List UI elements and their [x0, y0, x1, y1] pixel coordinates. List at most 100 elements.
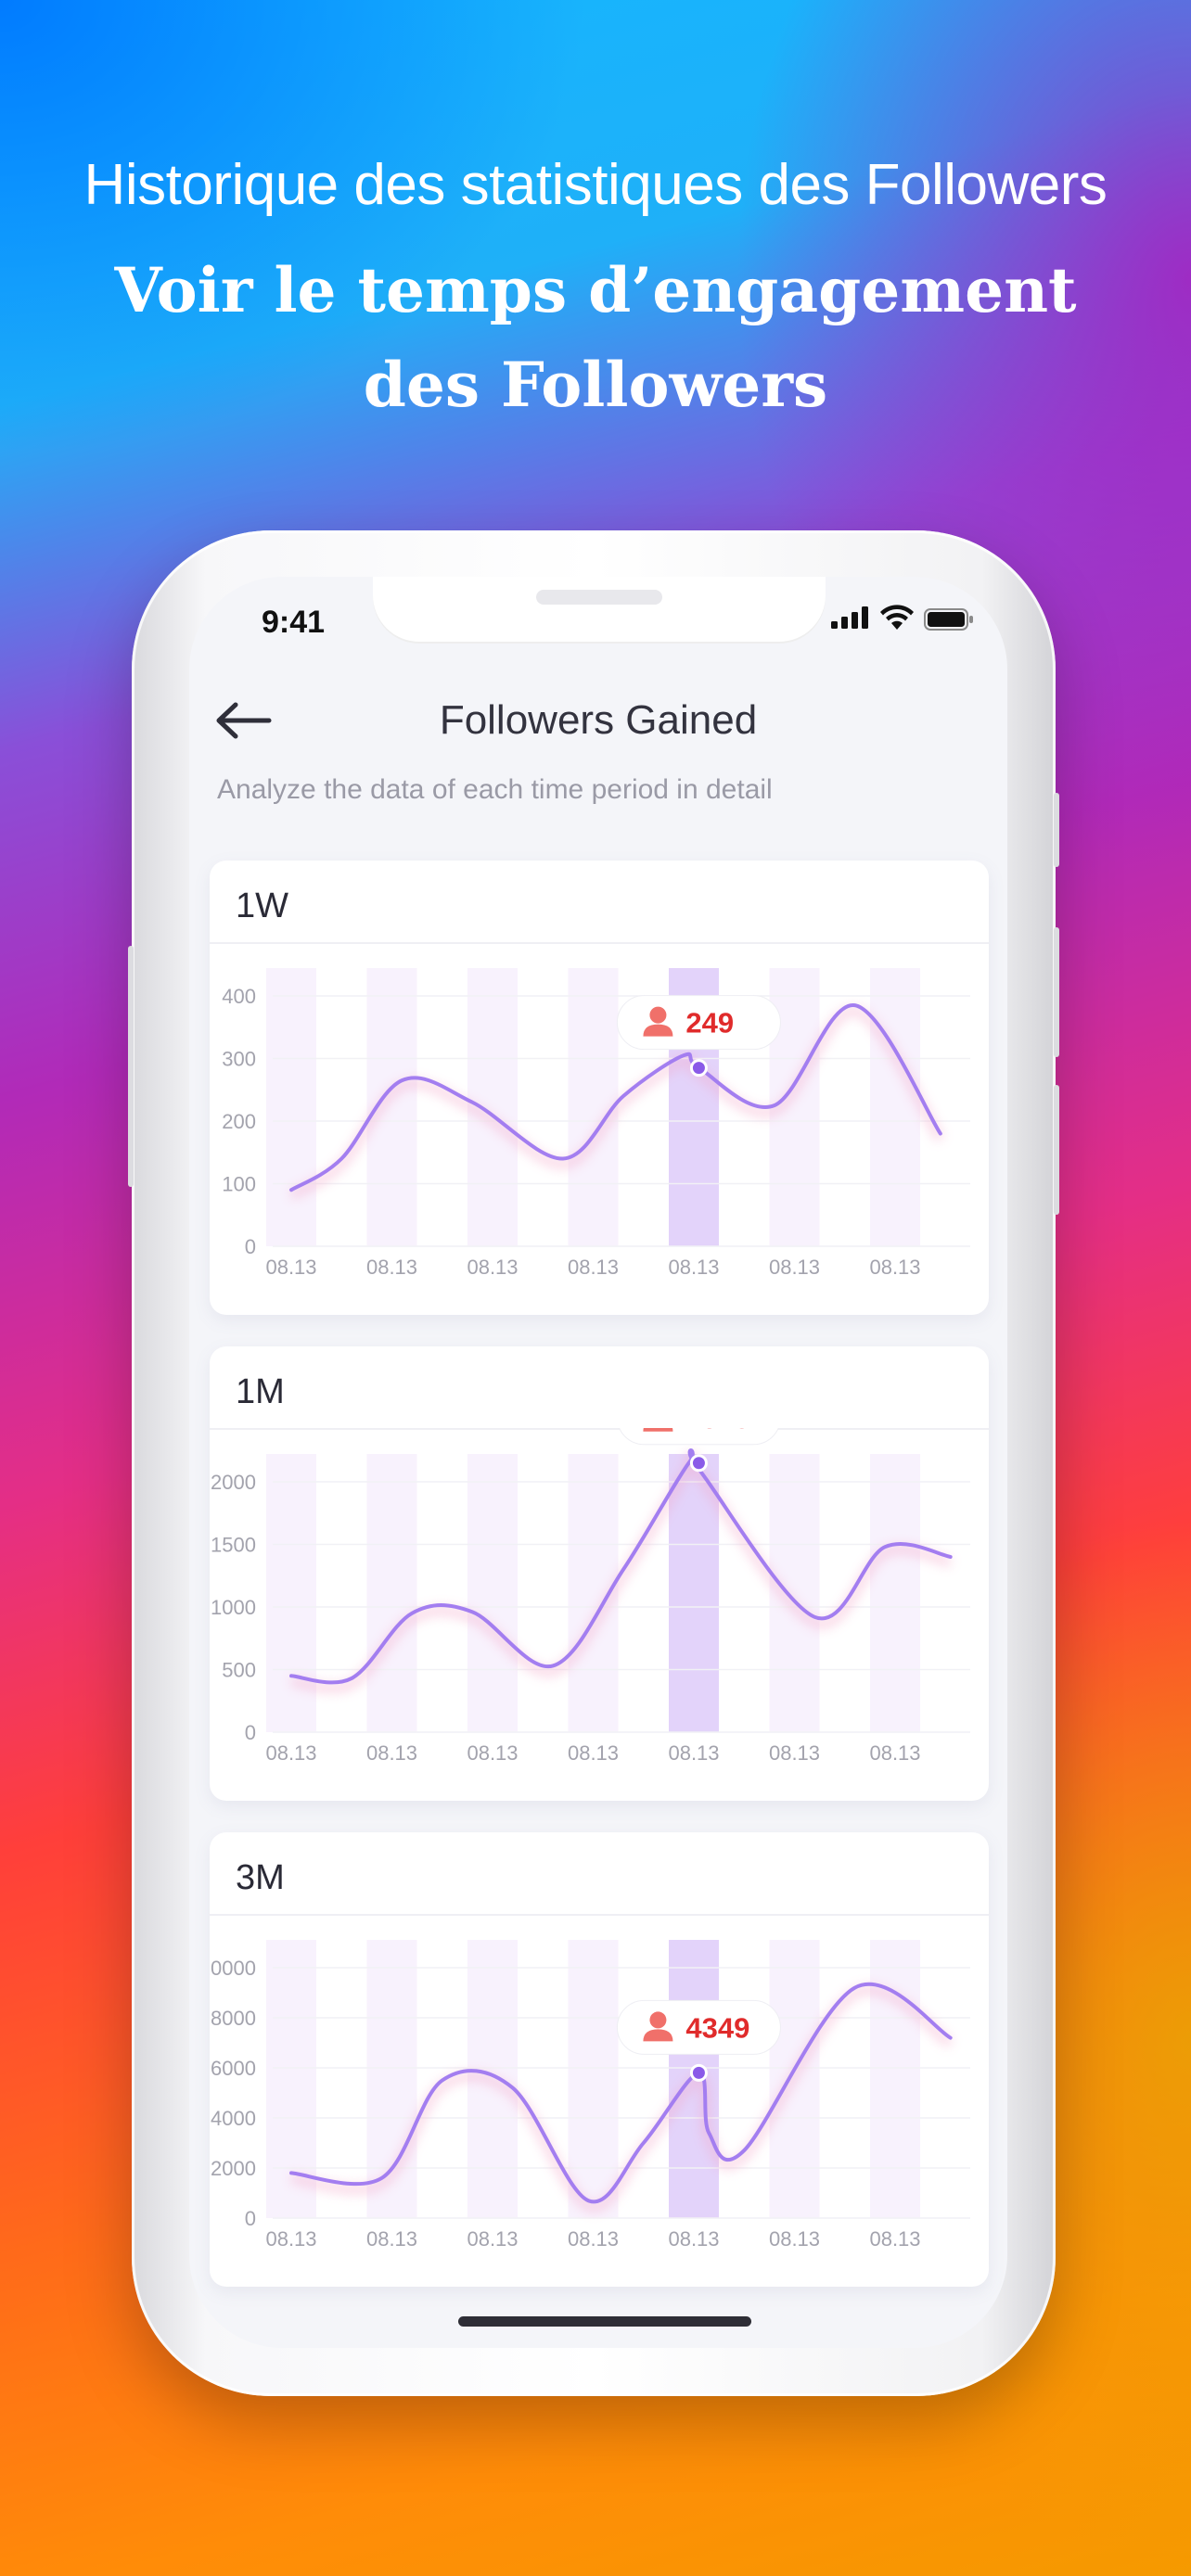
phone-side-button-right-2	[1054, 927, 1059, 1057]
y-tick-label: 0	[245, 1721, 256, 1744]
data-point-highlight	[689, 1454, 708, 1473]
y-tick-label: 300	[222, 1048, 256, 1071]
headline-bold: Voir le temps d’engagement des Followers	[0, 243, 1191, 432]
phone-notch	[373, 577, 826, 642]
badge-value: 2518	[685, 1428, 749, 1435]
chart-title: 1M	[236, 1372, 285, 1411]
x-tick-label: 08.13	[265, 2227, 316, 2251]
chart-bar	[266, 968, 316, 1246]
badge-background	[619, 1428, 779, 1446]
status-time: 9:41	[262, 605, 326, 640]
card-divider	[210, 942, 989, 944]
chart-1m: 0 500 1000 1500 2000 08.13 08.13 08.13 08.13 08.1…	[211, 1428, 970, 1765]
chart-bar-highlighted	[669, 1454, 719, 1732]
x-tick-label: 08.13	[366, 1741, 417, 1765]
chart-bar	[568, 968, 619, 1246]
y-tick-label: 10000	[210, 1957, 256, 1980]
chart-bar	[870, 968, 920, 1246]
chart-bar	[568, 1940, 619, 2218]
series-line-shadow	[290, 1984, 954, 2213]
cellular-signal-icon	[831, 606, 868, 629]
status-bar: 9:41	[189, 577, 1007, 642]
y-tick-label: 0	[245, 1235, 256, 1258]
badge-value: 4349	[685, 2011, 749, 2044]
wifi-icon	[880, 605, 914, 630]
page-subtitle: Analyze the data of each time period in …	[217, 774, 773, 805]
data-point-highlight	[689, 2063, 708, 2082]
x-tick-label: 08.13	[769, 1256, 820, 1279]
chart-1w: 0 100 200 300 400 08.13 08.13 08.13 08.13 08.13 08…	[222, 968, 970, 1279]
chart-card-1w: 1W 0 100 200 300 400 08.13 08.13 08.13 08.13 08.1…	[210, 861, 989, 1315]
data-point-highlight	[689, 1059, 708, 1078]
x-tick-label: 08.13	[568, 1256, 619, 1279]
person-icon-body	[643, 1024, 673, 1037]
person-icon-head	[649, 1006, 667, 1024]
y-tick-label: 4000	[211, 2107, 256, 2130]
person-icon-body	[643, 2029, 673, 2042]
person-icon-body	[643, 1428, 673, 1432]
back-arrow-icon[interactable]	[211, 697, 276, 744]
x-tick-label: 08.13	[265, 1256, 316, 1279]
x-tick-label: 08.13	[568, 1741, 619, 1765]
x-tick-label: 08.13	[568, 2227, 619, 2251]
x-tick-label: 08.13	[467, 1256, 518, 1279]
y-tick-label: 2000	[211, 1471, 256, 1494]
x-tick-label: 08.13	[668, 2227, 719, 2251]
x-tick-label: 08.13	[769, 1741, 820, 1765]
series-line	[289, 1447, 953, 1685]
value-badge: 2518	[619, 1428, 779, 1446]
chart-3m: 0 2000 4000 6000 8000 10000 08.13 08.13 08.13 08.…	[210, 1940, 970, 2251]
phone-side-button-right-3	[1054, 1085, 1059, 1215]
y-tick-label: 6000	[211, 2057, 256, 2080]
y-tick-label: 1500	[211, 1534, 256, 1557]
x-tick-label: 08.13	[265, 1741, 316, 1765]
headline-line-1: Historique des statistiques des Follower…	[83, 153, 1108, 217]
phone-side-button-left	[128, 946, 134, 1187]
value-badge: 4349	[616, 1999, 781, 2055]
x-tick-label: 08.13	[869, 1741, 920, 1765]
x-tick-label: 08.13	[366, 2227, 417, 2251]
y-tick-label: 500	[222, 1659, 256, 1682]
chart-bar	[266, 1454, 316, 1732]
x-tick-label: 08.13	[467, 1741, 518, 1765]
x-tick-label: 08.13	[769, 2227, 820, 2251]
card-divider	[210, 1428, 989, 1430]
series-line-shadow	[290, 1450, 952, 1693]
chart-bar	[870, 1454, 920, 1732]
chart-bar	[467, 1454, 518, 1732]
y-tick-label: 8000	[211, 2007, 256, 2030]
value-badge: 249	[616, 995, 781, 1051]
home-indicator[interactable]	[458, 2316, 751, 2327]
headline-line-2: Voir le temps d’engagement	[114, 254, 1077, 326]
y-tick-label: 1000	[211, 1596, 256, 1619]
y-tick-label: 100	[222, 1173, 256, 1196]
card-divider	[210, 1914, 989, 1916]
chart-card-1m: 1M 0 500 1000 1500 2000 08.13 08.13 08.13 08.13 0…	[210, 1346, 989, 1801]
series-line	[289, 1003, 942, 1192]
phone-side-button-right-1	[1054, 793, 1059, 867]
x-tick-label: 08.13	[869, 1256, 920, 1279]
y-tick-label: 0	[245, 2207, 256, 2230]
person-icon-head	[649, 2011, 667, 2029]
x-tick-label: 08.13	[366, 1256, 417, 1279]
chart-card-3m: 3M 0 2000 4000 6000 8000 10000 08.13 08.13 08.13…	[210, 1832, 989, 2287]
x-tick-label: 08.13	[467, 2227, 518, 2251]
page-title: Followers Gained	[439, 697, 758, 743]
chart-title: 3M	[236, 1858, 285, 1897]
phone-screen: 9:41 Followers Gained Analyze the data o…	[189, 577, 1007, 2348]
x-tick-label: 08.13	[668, 1256, 719, 1279]
x-tick-label: 08.13	[869, 2227, 920, 2251]
badge-value: 249	[685, 1007, 734, 1039]
headline-line-3: des Followers	[363, 349, 828, 421]
x-tick-label: 08.13	[668, 1741, 719, 1765]
chart-bar	[366, 1454, 417, 1732]
chart-title: 1W	[236, 886, 288, 925]
series-line	[289, 1982, 953, 2204]
series-line-shadow	[288, 1006, 945, 1200]
phone-speaker	[536, 590, 662, 605]
battery-icon	[924, 608, 973, 631]
y-tick-label: 200	[222, 1110, 256, 1133]
y-tick-label: 2000	[211, 2157, 256, 2180]
y-tick-label: 400	[222, 985, 256, 1008]
chart-bar	[870, 1940, 920, 2218]
